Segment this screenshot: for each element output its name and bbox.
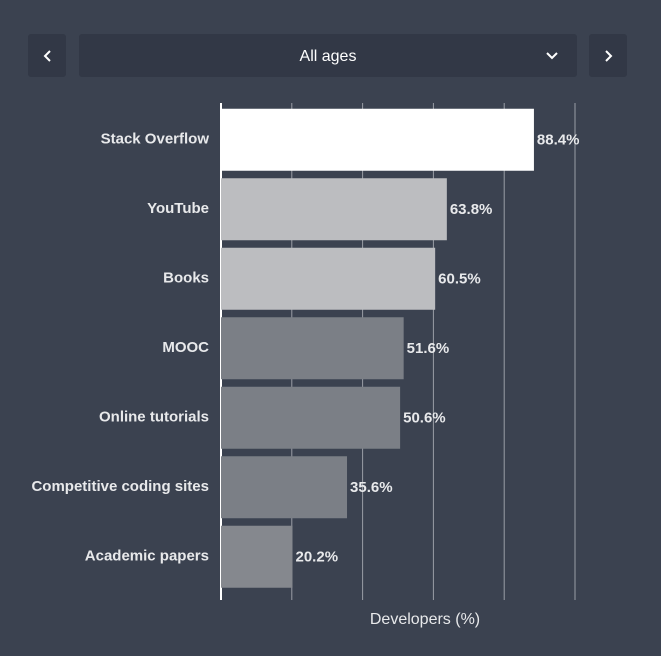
value-label: 60.5% [438, 271, 481, 288]
next-icon [605, 50, 613, 62]
next-button[interactable] [589, 34, 627, 77]
prev-icon [43, 50, 51, 62]
y-tick-label: YouTube [147, 200, 209, 217]
value-label: 63.8% [450, 201, 493, 218]
dropdown-icon [546, 52, 558, 60]
value-label: 50.6% [403, 410, 446, 427]
y-tick-label: Books [163, 270, 209, 287]
x-axis-label: Developers (%) [370, 611, 480, 628]
age-dropdown[interactable] [79, 34, 577, 77]
value-label: 88.4% [537, 132, 580, 149]
y-tick-label: Stack Overflow [101, 131, 210, 148]
y-tick-label: MOOC [162, 339, 209, 356]
y-tick-label: Competitive coding sites [31, 478, 209, 495]
y-tick-label: Academic papers [85, 548, 209, 565]
bar [221, 525, 293, 588]
y-tick-label: Online tutorials [99, 409, 209, 426]
bar [221, 317, 404, 380]
dropdown-label: All ages [300, 48, 357, 65]
prev-button[interactable] [28, 34, 66, 77]
value-label: 51.6% [407, 340, 450, 357]
value-label: 35.6% [350, 479, 393, 496]
bar [221, 108, 534, 171]
bar [221, 386, 401, 449]
bar [221, 247, 436, 310]
bar [221, 178, 447, 241]
bar [221, 456, 348, 519]
value-label: 20.2% [296, 549, 339, 566]
